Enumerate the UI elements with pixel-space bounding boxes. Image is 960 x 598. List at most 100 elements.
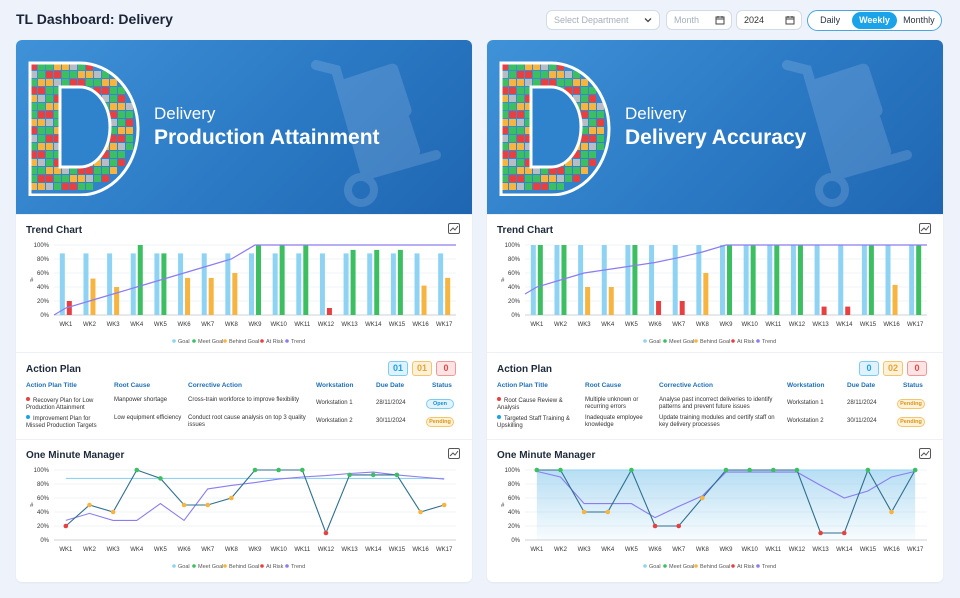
chevron-down-icon	[644, 18, 652, 23]
x-tick-label: WK2	[554, 547, 568, 553]
trend-chart-title: Trend Chart	[497, 225, 554, 236]
omm-title: One Minute Manager	[26, 450, 125, 461]
actual-point	[323, 530, 329, 536]
overdue-count-badge[interactable]: 0	[436, 361, 456, 376]
banner-title: Production Attainment	[154, 126, 380, 149]
action-plan-row[interactable]: Root Cause Review & Analysis Multiple unk…	[497, 397, 937, 413]
y-axis-label: #	[30, 503, 34, 509]
x-tick-label: WK10	[270, 322, 287, 328]
year-picker[interactable]: 2024	[736, 10, 802, 30]
chart-image-icon[interactable]	[448, 223, 460, 234]
x-tick-label: WK1	[59, 322, 73, 328]
kpi-banner: Delivery Production Attainment	[16, 40, 472, 214]
y-tick-label: 60%	[508, 271, 521, 277]
department-select[interactable]: Select Department	[546, 10, 660, 30]
action-title: Targeted Staff Training & Upskilling	[497, 416, 570, 429]
x-tick-label: WK9	[719, 547, 733, 553]
status-pill[interactable]: Pending	[426, 417, 454, 427]
overdue-count-badge[interactable]: 0	[907, 361, 927, 376]
x-tick-label: WK15	[389, 547, 406, 553]
actual-point	[229, 495, 234, 501]
corrective-action-cell: Cross-train workforce to improve flexibi…	[188, 397, 300, 403]
workstation-cell: Workstation 2	[787, 418, 824, 424]
pending-count-badge[interactable]: 02	[883, 361, 903, 376]
status-pill[interactable]: Open	[426, 399, 454, 409]
period-daily[interactable]: Daily	[820, 15, 841, 25]
x-tick-label: WK1	[530, 322, 544, 328]
omm-title: One Minute Manager	[497, 450, 596, 461]
chart-image-icon[interactable]	[919, 448, 931, 459]
legend-label: Goal	[178, 564, 190, 570]
actual-bar	[232, 273, 238, 315]
actual-point	[534, 467, 540, 473]
status-pill[interactable]: Pending	[897, 417, 925, 427]
actual-point	[794, 467, 800, 473]
legend-label: Behind Goal	[700, 564, 730, 570]
chart-image-icon[interactable]	[919, 223, 931, 234]
x-tick-label: WK14	[365, 547, 382, 553]
goal-bar	[672, 245, 678, 315]
status-pill[interactable]: Pending	[897, 399, 925, 409]
workstation-cell: Workstation 1	[787, 400, 824, 406]
goal-bar	[861, 245, 867, 315]
x-tick-label: WK11	[294, 322, 311, 328]
legend-label: Behind Goal	[229, 339, 259, 345]
goal-bar	[296, 253, 302, 315]
logo-wrap	[499, 61, 611, 201]
actual-bar	[750, 245, 756, 315]
actual-point	[181, 502, 187, 508]
x-tick-label: WK15	[860, 547, 877, 553]
legend-label: At Risk	[266, 564, 284, 570]
period-weekly[interactable]: Weekly	[852, 12, 897, 29]
y-tick-label: 80%	[37, 482, 50, 488]
chart-svg: 0% 20% 40% 60% 80% 100% # WK1 WK2 WK3 WK4 WK5 WK6 WK7…	[30, 243, 456, 345]
y-tick-label: 60%	[37, 271, 50, 277]
period-toggle[interactable]: Daily Weekly Monthly	[807, 10, 942, 31]
legend-label: Trend	[291, 339, 305, 345]
actual-point	[889, 509, 894, 515]
open-count-badge[interactable]: 01	[388, 361, 408, 376]
actual-bar	[845, 306, 851, 315]
y-tick-label: 20%	[37, 524, 50, 530]
y-tick-label: 40%	[37, 510, 50, 516]
due-date-cell: 30/11/2024	[376, 418, 406, 424]
actual-bar	[66, 301, 72, 315]
period-monthly[interactable]: Monthly	[903, 15, 935, 25]
y-tick-label: 40%	[508, 285, 521, 291]
column-header: Status	[432, 382, 452, 389]
legend-label: Trend	[762, 339, 776, 345]
y-tick-label: 100%	[505, 468, 521, 474]
action-plan-section: Action Plan 0 02 0 Action Plan Title Root Cau…	[487, 352, 943, 439]
action-plan-row[interactable]: Improvement Plan for Missed Production T…	[26, 415, 466, 431]
month-picker[interactable]: Month	[666, 10, 732, 30]
x-tick-label: WK16	[412, 547, 429, 553]
actual-point	[605, 509, 611, 515]
x-tick-label: WK13	[341, 547, 358, 553]
x-tick-label: WK7	[672, 322, 686, 328]
actual-bar	[350, 249, 356, 315]
x-tick-label: WK11	[765, 322, 782, 328]
open-count-badge[interactable]: 0	[859, 361, 879, 376]
month-placeholder: Month	[674, 15, 700, 25]
actual-bar	[537, 245, 543, 315]
y-tick-label: 20%	[508, 524, 521, 530]
trend-line	[524, 244, 927, 295]
actual-point	[205, 502, 211, 508]
x-tick-label: WK12	[789, 322, 806, 328]
root-cause-cell: Multiple unknown or recurring errors	[585, 397, 639, 410]
actual-point	[63, 523, 69, 529]
action-plan-row[interactable]: Targeted Staff Training & Upskilling Inad…	[497, 415, 937, 431]
legend-swatch	[756, 339, 760, 343]
y-tick-label: 80%	[508, 482, 521, 488]
x-tick-label: WK16	[883, 322, 900, 328]
delivery-d-logo	[499, 61, 611, 197]
pending-count-badge[interactable]: 01	[412, 361, 432, 376]
actual-point	[700, 495, 705, 501]
actual-bar	[892, 284, 898, 315]
chart-image-icon[interactable]	[448, 448, 460, 459]
action-plan-row[interactable]: Recovery Plan for Low Production Attainm…	[26, 397, 466, 413]
goal-bar	[530, 245, 536, 315]
legend-swatch	[172, 564, 176, 568]
actual-bar	[397, 249, 403, 315]
actual-bar	[585, 287, 591, 315]
